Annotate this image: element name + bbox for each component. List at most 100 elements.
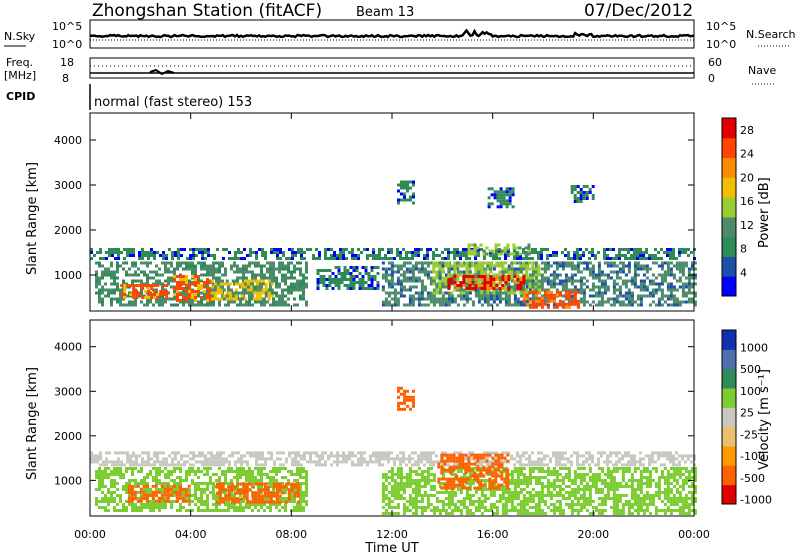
power-cell <box>624 291 628 295</box>
power-cell <box>549 279 553 283</box>
power-cell <box>351 248 354 251</box>
power-cell <box>396 303 400 307</box>
power-cell <box>264 288 268 292</box>
velocity-cell <box>192 451 195 455</box>
power-cell <box>519 287 523 290</box>
power-cell <box>567 261 571 265</box>
velocity-cell <box>651 457 654 461</box>
power-cell <box>254 264 257 268</box>
power-cell <box>636 297 640 301</box>
power-cell <box>278 297 281 301</box>
power-cell <box>216 285 220 289</box>
power-cell <box>648 291 652 295</box>
power-cell <box>579 276 583 280</box>
velocity-cell <box>414 509 418 512</box>
power-cell <box>429 276 433 280</box>
velocity-cell <box>224 494 228 498</box>
power-cell <box>141 254 144 257</box>
power-cell <box>693 261 697 265</box>
power-cell <box>564 288 568 292</box>
velocity-cell <box>540 460 543 464</box>
power-cell <box>651 257 654 260</box>
velocity-cell <box>218 497 222 501</box>
power-cell <box>390 285 394 289</box>
power-cell <box>116 270 119 274</box>
velocity-cell <box>98 479 101 482</box>
power-cell <box>110 288 113 292</box>
velocity-cell <box>242 491 246 495</box>
velocity-cell <box>236 509 239 512</box>
velocity-cell <box>99 457 102 461</box>
power-cell <box>197 281 200 284</box>
power-cell <box>90 248 93 251</box>
power-cell <box>651 273 655 277</box>
velocity-cell <box>132 460 135 464</box>
velocity-cell <box>420 473 424 476</box>
power-cell <box>495 257 498 260</box>
velocity-cell <box>261 454 264 458</box>
power-cell <box>263 300 266 304</box>
velocity-cell <box>174 451 177 455</box>
velocity-cell <box>189 457 192 461</box>
velocity-cell <box>269 497 273 501</box>
power-cell <box>579 297 583 301</box>
velocity-cell <box>198 454 201 458</box>
power-cell <box>657 273 661 277</box>
power-cell <box>393 257 396 260</box>
velocity-cell <box>263 500 267 504</box>
power-cell <box>412 201 415 205</box>
velocity-cell <box>239 488 243 492</box>
power-cell <box>633 300 637 304</box>
power-cell <box>275 282 278 286</box>
velocity-cell <box>116 482 119 485</box>
power-cell <box>666 254 669 257</box>
power-cell <box>450 267 454 271</box>
power-cell <box>276 257 279 260</box>
power-cell <box>170 303 173 307</box>
power-cell <box>441 282 445 286</box>
power-cell <box>200 267 203 271</box>
power-cell <box>480 291 484 295</box>
velocity-cell <box>246 463 249 467</box>
velocity-cell <box>585 460 588 464</box>
power-cell <box>444 297 448 301</box>
power-cell <box>537 257 540 260</box>
power-cell <box>174 254 177 257</box>
velocity-cell <box>284 491 287 494</box>
velocity-cell <box>414 451 417 455</box>
power-cell <box>176 290 179 293</box>
velocity-cell <box>239 497 243 501</box>
velocity-cell <box>302 509 305 512</box>
power-cell <box>170 270 173 274</box>
velocity-cell <box>390 488 394 491</box>
power-cell <box>403 183 406 187</box>
power-cell <box>316 287 320 290</box>
velocity-cell <box>164 497 167 500</box>
power-cell <box>450 300 454 304</box>
power-cell <box>343 272 347 275</box>
velocity-cell <box>414 494 418 497</box>
velocity-cell <box>678 454 681 458</box>
power-cell <box>318 254 321 257</box>
velocity-cell <box>164 476 167 479</box>
velocity-cell <box>275 503 278 506</box>
power-cell <box>197 290 200 293</box>
power-cell <box>576 290 580 294</box>
power-cell <box>588 188 592 191</box>
power-cell <box>438 300 442 304</box>
power-cell <box>618 254 621 257</box>
velocity-cell <box>402 482 406 485</box>
velocity-cell <box>278 494 282 498</box>
power-cell <box>147 254 150 257</box>
power-cell <box>495 278 499 281</box>
power-cell <box>273 248 276 251</box>
power-cell <box>496 193 500 197</box>
power-cell <box>396 254 399 257</box>
velocity-cell <box>561 454 564 458</box>
velocity-cell <box>504 467 508 470</box>
power-cell <box>206 281 209 284</box>
power-cell <box>319 275 323 278</box>
power-cell <box>159 254 162 257</box>
power-cell <box>483 261 487 265</box>
power-cell <box>579 282 583 286</box>
